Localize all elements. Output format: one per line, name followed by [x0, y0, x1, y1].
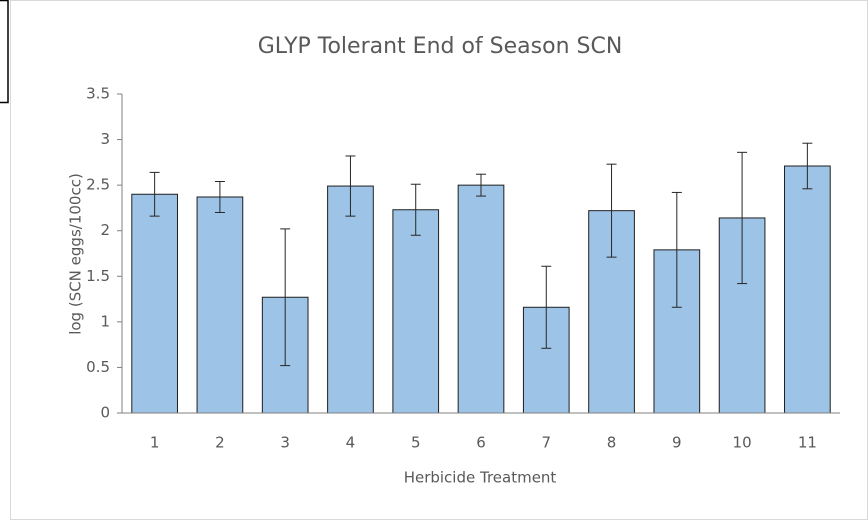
- y-tick-label: 3.5: [86, 85, 110, 103]
- bar: [327, 185, 374, 414]
- x-tick-label: 11: [798, 434, 817, 452]
- x-tick-label: 10: [733, 434, 752, 452]
- bar: [784, 165, 831, 414]
- y-tick-label: 2: [100, 221, 110, 239]
- x-tick-label: 6: [476, 434, 486, 452]
- x-tick-label: 8: [607, 434, 617, 452]
- y-tick-label: 0.5: [86, 358, 110, 376]
- bar: [457, 184, 505, 414]
- x-tick-label: 2: [215, 434, 225, 452]
- x-tick-label: 1: [150, 434, 160, 452]
- y-tick-label: 3: [100, 130, 110, 148]
- y-tick-label: 1: [100, 312, 110, 330]
- chart-title: GLYP Tolerant End of Season SCN: [258, 34, 623, 59]
- y-tick-label: 2.5: [86, 176, 110, 194]
- bar: [196, 196, 244, 414]
- bar: [392, 209, 440, 414]
- bar: [131, 193, 178, 414]
- y-axis-label: log (SCN eggs/100cc): [67, 173, 85, 335]
- x-tick-label: 5: [411, 434, 421, 452]
- y-tick-label: 1.5: [86, 267, 110, 285]
- x-tick-label: 9: [672, 434, 682, 452]
- side-box: [0, 0, 9, 104]
- x-axis-label: Herbicide Treatment: [404, 469, 557, 487]
- x-tick-label: 3: [280, 434, 290, 452]
- x-tick-label: 4: [346, 434, 356, 452]
- x-tick-label: 7: [541, 434, 551, 452]
- y-tick-label: 0: [100, 404, 110, 422]
